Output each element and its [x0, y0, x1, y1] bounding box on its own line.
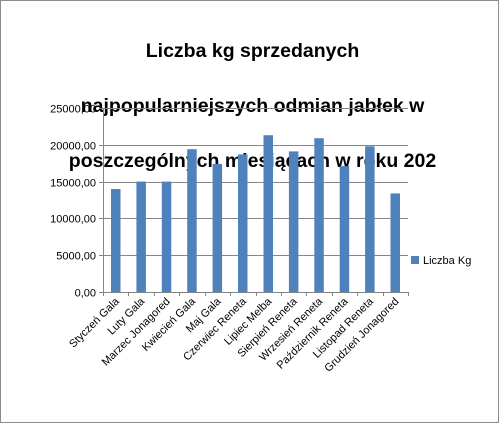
bar	[289, 151, 299, 292]
bar	[162, 182, 172, 292]
bar	[365, 146, 375, 292]
bar	[391, 193, 401, 292]
bar	[136, 182, 146, 292]
bar	[238, 154, 248, 292]
bar	[213, 164, 223, 292]
y-tick-label: 10000,00	[50, 214, 96, 226]
y-tick-label: 5000,00	[56, 251, 96, 263]
bar	[187, 149, 197, 292]
axes	[103, 108, 409, 296]
bar	[340, 166, 350, 292]
bar	[111, 189, 121, 292]
y-tick-label: 15000,00	[50, 178, 96, 190]
y-tick-label: 25000,00	[50, 104, 96, 116]
legend: Liczba Kg	[411, 255, 471, 267]
bars	[111, 135, 400, 292]
y-tick-labels: 0,00 5000,00 10000,00 15000,00 20000,00 25000…	[50, 104, 96, 300]
y-tick-label: 0,00	[75, 288, 96, 300]
bar	[314, 138, 324, 292]
legend-label: Liczba Kg	[423, 255, 471, 267]
legend-swatch	[411, 256, 419, 264]
bar	[264, 135, 274, 292]
y-tick-label: 20000,00	[50, 141, 96, 153]
